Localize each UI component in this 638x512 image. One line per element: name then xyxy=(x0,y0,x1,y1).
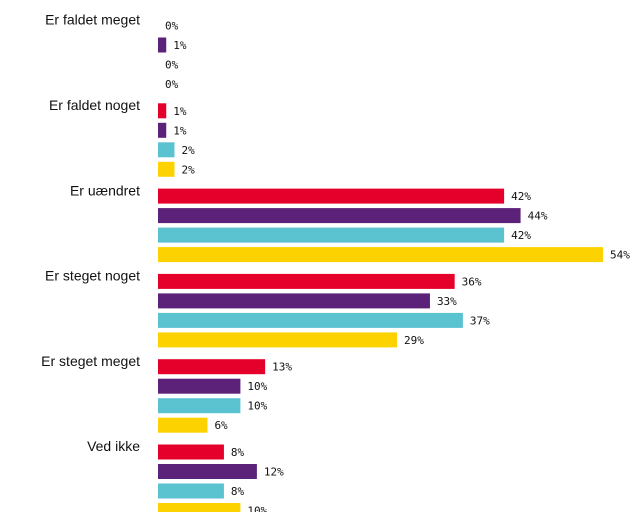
category-label: Ved ikke xyxy=(87,438,140,454)
value-label: 0% xyxy=(165,59,179,72)
bar xyxy=(158,247,603,262)
value-label: 6% xyxy=(214,419,228,432)
value-label: 54% xyxy=(610,249,630,262)
bar xyxy=(158,503,240,512)
bar xyxy=(158,445,224,460)
bar xyxy=(158,332,397,347)
bar xyxy=(158,189,504,204)
bar xyxy=(158,464,257,479)
bar xyxy=(158,313,463,328)
value-label: 42% xyxy=(511,229,531,242)
value-label: 12% xyxy=(264,466,284,479)
bar xyxy=(158,418,207,433)
value-label: 33% xyxy=(437,295,457,308)
value-label: 42% xyxy=(511,190,531,203)
value-label: 37% xyxy=(470,314,490,327)
value-label: 10% xyxy=(247,400,267,413)
bar xyxy=(158,274,455,289)
value-label: 1% xyxy=(173,105,187,118)
value-label: 0% xyxy=(165,20,179,33)
bar xyxy=(158,123,166,138)
bar xyxy=(158,228,504,243)
value-label: 10% xyxy=(247,505,267,512)
bar xyxy=(158,208,521,223)
value-label: 29% xyxy=(404,334,424,347)
bar xyxy=(158,162,174,177)
bar xyxy=(158,142,174,157)
category-label: Er uændret xyxy=(70,182,140,198)
bar xyxy=(158,38,166,53)
value-label: 13% xyxy=(272,361,292,374)
value-label: 1% xyxy=(173,39,187,52)
category-label: Er faldet meget xyxy=(45,12,140,28)
value-label: 36% xyxy=(462,275,482,288)
chart: Er faldet meget 0% 1% 0% 0% Er faldet noget 1%… xyxy=(0,0,638,512)
bar xyxy=(158,484,224,499)
category-label: Er faldet noget xyxy=(49,97,140,113)
bar xyxy=(158,379,240,394)
bar xyxy=(158,359,265,374)
value-label: 8% xyxy=(231,446,245,459)
value-label: 10% xyxy=(247,380,267,393)
category-label: Er steget meget xyxy=(41,353,140,369)
value-label: 44% xyxy=(528,210,548,223)
bar xyxy=(158,398,240,413)
value-label: 2% xyxy=(181,144,195,157)
value-label: 2% xyxy=(181,163,195,176)
category-label: Er steget noget xyxy=(45,268,140,284)
bar xyxy=(158,103,166,118)
value-label: 0% xyxy=(165,78,179,91)
bar xyxy=(158,293,430,308)
value-label: 8% xyxy=(231,485,245,498)
value-label: 1% xyxy=(173,124,187,137)
